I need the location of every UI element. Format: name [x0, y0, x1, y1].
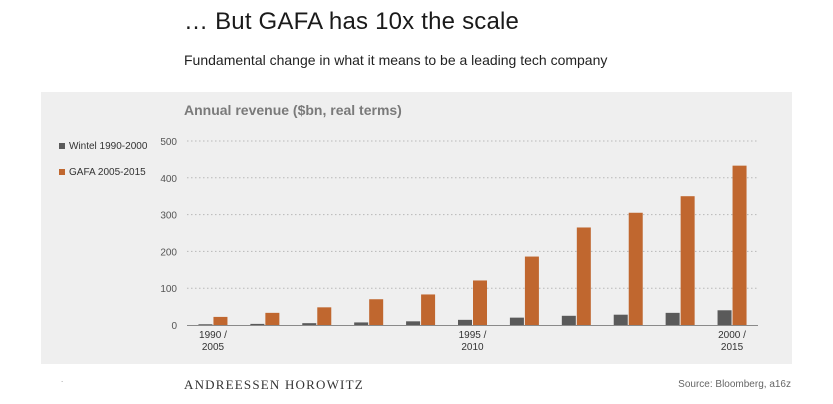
bar-wintel — [561, 315, 576, 325]
legend-item-gafa: GAFA 2005-2015 — [59, 166, 147, 178]
legend-swatch-gafa — [59, 169, 65, 175]
chart-title: Annual revenue ($bn, real terms) — [184, 102, 402, 118]
bar-gafa — [576, 227, 591, 325]
x-tick-label: 1990 / — [199, 330, 227, 341]
bar-gafa — [732, 165, 747, 325]
bar-wintel — [354, 322, 369, 325]
y-tick-label: 300 — [160, 211, 177, 222]
legend-swatch-wintel — [59, 143, 65, 149]
y-tick-label: 0 — [171, 321, 177, 332]
x-tick-label: 2010 — [461, 342, 484, 353]
footer-dot: . — [61, 375, 64, 384]
bar-wintel — [509, 317, 524, 325]
x-tick-label: 1995 / — [459, 330, 487, 341]
bar-gafa — [680, 196, 695, 325]
bar-wintel — [665, 312, 680, 325]
x-tick-label: 2000 / — [718, 330, 746, 341]
bar-gafa — [473, 280, 487, 325]
bar-gafa — [369, 299, 384, 325]
bar-gafa — [265, 312, 280, 325]
legend-label-wintel: Wintel 1990-2000 — [69, 140, 148, 152]
y-tick-label: 100 — [160, 284, 177, 295]
bar-wintel — [717, 310, 732, 325]
y-tick-label: 200 — [160, 247, 177, 258]
legend-label-gafa: GAFA 2005-2015 — [69, 166, 146, 178]
bar-gafa — [524, 256, 539, 325]
y-tick-label: 500 — [160, 137, 177, 148]
bar-wintel — [613, 314, 628, 325]
chart-panel: Annual revenue ($bn, real terms) Wintel … — [41, 92, 792, 364]
bar-gafa — [317, 307, 332, 325]
bar-wintel — [302, 323, 317, 325]
bar-gafa — [421, 294, 436, 325]
bar-wintel — [250, 323, 265, 325]
bar-wintel — [458, 319, 472, 325]
chart-legend: Wintel 1990-2000 GAFA 2005-2015 — [59, 140, 147, 192]
page-title: … But GAFA has 10x the scale — [184, 8, 520, 35]
bar-wintel — [406, 321, 421, 325]
bar-gafa — [213, 316, 228, 325]
y-tick-label: 400 — [160, 174, 177, 185]
bar-wintel — [198, 324, 213, 325]
x-tick-label: 2015 — [721, 342, 744, 353]
bar-chart: 0 100 200 300 400 500 1990 /2005 1995 /2010 2000… — [160, 137, 758, 353]
source-note: Source: Bloomberg, a16z — [678, 379, 791, 390]
page-subtitle: Fundamental change in what it means to b… — [184, 52, 608, 68]
bar-gafa — [628, 212, 643, 325]
brand-logo: ANDREESSEN HOROWITZ — [184, 377, 364, 392]
x-tick-label: 2005 — [202, 342, 225, 353]
legend-item-wintel: Wintel 1990-2000 — [59, 140, 147, 152]
